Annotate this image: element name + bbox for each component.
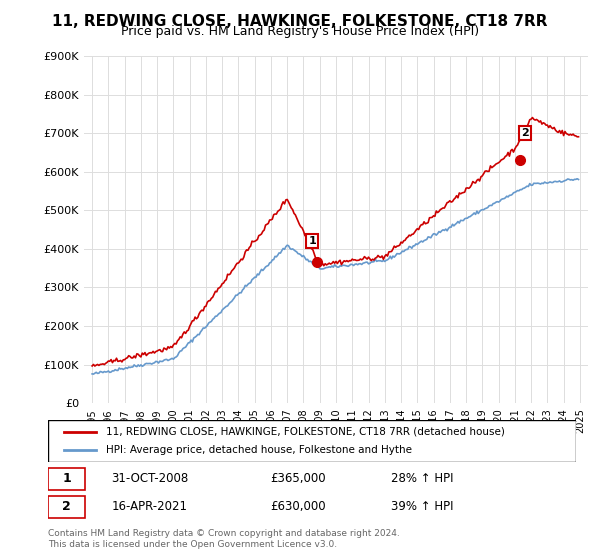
Text: 28% ↑ HPI: 28% ↑ HPI bbox=[391, 472, 454, 486]
FancyBboxPatch shape bbox=[48, 496, 85, 518]
Text: 1: 1 bbox=[62, 472, 71, 486]
Text: 16-APR-2021: 16-APR-2021 bbox=[112, 500, 187, 514]
Text: 11, REDWING CLOSE, HAWKINGE, FOLKESTONE, CT18 7RR (detached house): 11, REDWING CLOSE, HAWKINGE, FOLKESTONE,… bbox=[106, 427, 505, 437]
Text: 11, REDWING CLOSE, HAWKINGE, FOLKESTONE, CT18 7RR: 11, REDWING CLOSE, HAWKINGE, FOLKESTONE,… bbox=[52, 14, 548, 29]
FancyBboxPatch shape bbox=[48, 420, 576, 462]
Text: HPI: Average price, detached house, Folkestone and Hythe: HPI: Average price, detached house, Folk… bbox=[106, 445, 412, 455]
Text: £365,000: £365,000 bbox=[270, 472, 325, 486]
Text: 2: 2 bbox=[521, 128, 529, 138]
Text: Price paid vs. HM Land Registry's House Price Index (HPI): Price paid vs. HM Land Registry's House … bbox=[121, 25, 479, 38]
Text: 31-OCT-2008: 31-OCT-2008 bbox=[112, 472, 188, 486]
Text: £630,000: £630,000 bbox=[270, 500, 325, 514]
Text: 1: 1 bbox=[308, 236, 316, 246]
Text: Contains HM Land Registry data © Crown copyright and database right 2024.
This d: Contains HM Land Registry data © Crown c… bbox=[48, 529, 400, 549]
FancyBboxPatch shape bbox=[48, 468, 85, 490]
Text: 2: 2 bbox=[62, 500, 71, 514]
Text: 39% ↑ HPI: 39% ↑ HPI bbox=[391, 500, 454, 514]
